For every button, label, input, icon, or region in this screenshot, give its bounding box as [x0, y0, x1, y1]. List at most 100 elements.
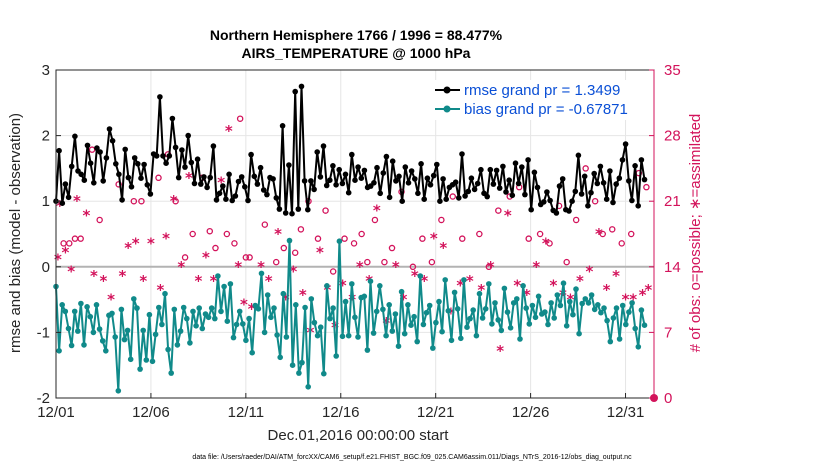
rmse-series-point — [371, 180, 377, 186]
obs-assimilated-point: * — [532, 258, 540, 276]
rmse-series-point — [169, 115, 176, 122]
rmse-series-point — [336, 166, 343, 173]
bias-series-point — [118, 306, 125, 313]
bias-series-point — [585, 300, 592, 306]
rmse-series-point — [345, 189, 352, 196]
obs-possible-point — [223, 230, 231, 238]
obs-possible-point — [66, 240, 73, 247]
rmse-series-point — [377, 190, 384, 197]
bias-series-point — [90, 329, 97, 336]
rmse-series-point — [471, 186, 478, 193]
rmse-series-point — [65, 194, 72, 201]
rmse-series-point — [490, 181, 497, 187]
bias-series-point — [392, 311, 399, 317]
bias-series-point — [436, 298, 442, 305]
rmse-series-point — [496, 185, 503, 191]
y-right-tick-label-5: 35 — [664, 62, 681, 79]
rmse-series-point — [361, 167, 368, 174]
bias-series-point — [448, 337, 455, 344]
bias-series-point — [196, 305, 202, 311]
rmse-series-point — [56, 147, 62, 154]
rmse-series-point — [125, 174, 132, 181]
rmse-series-point — [412, 176, 418, 182]
obs-layer: ******* **** *************** **************… — [54, 115, 652, 360]
bias-series-point — [311, 319, 318, 326]
bias-series-point — [349, 281, 355, 287]
obs-assimilated-point: * — [54, 250, 62, 268]
rmse-series-point — [399, 198, 406, 204]
rmse-series-point — [531, 169, 538, 176]
rmse-series-point — [216, 190, 223, 197]
rmse-series-point — [380, 170, 387, 176]
rmse-series-point — [503, 189, 509, 195]
obs-possible-point — [96, 216, 103, 224]
rmse-series-point — [220, 183, 226, 189]
bias-series-point — [249, 349, 255, 356]
rmse-series-point — [333, 182, 339, 188]
bias-series-point — [458, 335, 464, 342]
obs-possible-point — [572, 216, 580, 224]
obs-assimilated-point: * — [549, 277, 557, 295]
rmse-series-point — [204, 184, 210, 191]
rmse-series-point — [282, 210, 289, 216]
rmse-series-point — [534, 184, 541, 191]
bias-series-point — [109, 310, 115, 317]
rmse-series-point — [553, 210, 560, 216]
bias-series-point — [470, 307, 477, 313]
rmse-series-point — [84, 142, 91, 149]
rmse-series-point — [383, 153, 390, 160]
obs-possible-point — [138, 197, 145, 205]
obs-assimilated-point: * — [477, 281, 485, 299]
obs-assimilated-point: * — [559, 286, 567, 304]
rmse-series-point — [519, 164, 525, 170]
bias-series-point — [305, 384, 312, 390]
x-tick-label-1: 12/06 — [132, 404, 170, 421]
bias-series-point — [570, 311, 576, 318]
bias-series-point — [65, 325, 72, 332]
obs-possible-point — [272, 258, 280, 266]
rmse-series-point — [147, 191, 154, 197]
rmse-series-point — [153, 153, 160, 159]
rmse-series-point — [437, 198, 443, 204]
rmse-series-point — [311, 186, 317, 193]
bias-series-point — [548, 300, 554, 306]
x-tick-label-4: 12/21 — [417, 404, 455, 421]
ticks: 12/01 12/06 12/11 12/16 12/21 12/26 12/31 -2 -1 0… — [37, 62, 681, 421]
rmse-series-point — [119, 197, 125, 203]
bias-series-point — [613, 305, 620, 311]
obs-possible-point — [438, 216, 445, 224]
rmse-series-point — [251, 173, 258, 180]
rmse-series-point — [386, 194, 393, 201]
rmse-series-point — [188, 159, 195, 166]
rmse-series-point — [260, 187, 267, 193]
obs-possible-point — [261, 221, 269, 228]
rmse-series-point — [138, 175, 144, 181]
bias-series-point — [601, 305, 607, 311]
bias-series-point — [115, 388, 122, 394]
rmse-series-point — [578, 191, 585, 197]
y-right-tick-label-0: 0 — [664, 390, 672, 407]
obs-possible-point — [485, 263, 493, 271]
bias-series-point — [140, 327, 146, 334]
bias-series-point — [280, 290, 287, 297]
bias-series-point — [134, 305, 140, 311]
bias-series-point — [517, 336, 523, 342]
rmse-series-point — [569, 198, 575, 204]
obs-possible-point — [371, 216, 379, 224]
obs-assimilated-point: * — [496, 342, 504, 360]
rmse-series-point — [603, 196, 610, 202]
bias-series-point — [489, 321, 495, 327]
rmse-series-point — [581, 173, 588, 180]
bias-series-point — [398, 288, 405, 295]
rmse-series-point — [301, 178, 308, 184]
y-tick-label-4: 2 — [42, 128, 50, 145]
obs-assimilated-point: * — [456, 277, 464, 295]
rmse-series-point — [276, 206, 283, 212]
bias-series-point — [492, 300, 498, 306]
obs-possible-point — [364, 258, 371, 266]
rmse-series-point — [106, 126, 113, 132]
rmse-series-point — [62, 181, 69, 187]
obs-assimilated-point: * — [202, 248, 210, 266]
bias-series-point — [180, 304, 187, 311]
rmse-series-point — [81, 177, 88, 183]
